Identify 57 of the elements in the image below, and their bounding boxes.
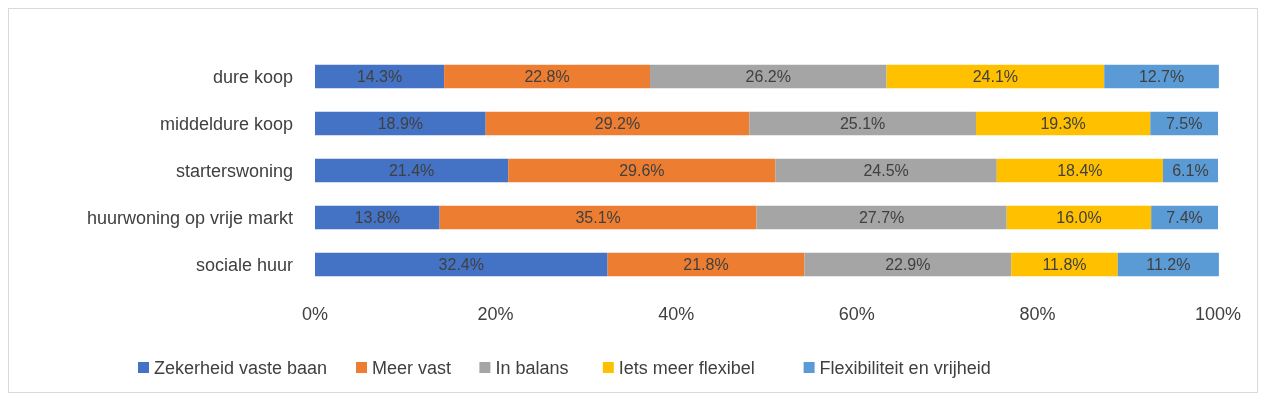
data-label: 24.1% — [972, 68, 1019, 86]
data-label: 14.3% — [356, 68, 403, 86]
data-label: 13.8% — [354, 209, 400, 227]
data-label: 21.8% — [683, 256, 729, 274]
data-label: 18.4% — [1057, 162, 1103, 180]
bar — [508, 158, 776, 183]
data-label: 7.4% — [1166, 209, 1203, 227]
data-label: 35.1% — [575, 209, 621, 227]
legend-label: Flexibiliteit en vrijheid — [819, 358, 991, 379]
bar — [804, 252, 1012, 277]
bar — [749, 111, 976, 136]
y-tick-label: dure koop — [212, 66, 293, 87]
data-label: 18.9% — [377, 115, 424, 133]
y-tick-label: starterswoning — [175, 160, 293, 181]
data-label: 24.5% — [863, 162, 909, 180]
legend-label: In balans — [495, 358, 569, 379]
bar — [444, 64, 651, 89]
data-label: 29.6% — [619, 162, 665, 180]
bar — [315, 158, 509, 183]
x-tick-label: 100% — [1194, 304, 1242, 324]
bar — [315, 252, 608, 277]
bar — [775, 158, 997, 183]
bar — [485, 111, 750, 136]
y-tick-label: huurwoning op vrije markt — [86, 207, 293, 228]
data-label: 32.4% — [438, 256, 484, 274]
bar — [976, 111, 1151, 136]
data-label: 22.8% — [524, 68, 570, 86]
bar — [996, 158, 1163, 183]
y-tick-label: sociale huur — [195, 254, 293, 275]
data-label: 7.5% — [1165, 115, 1203, 133]
bar — [756, 205, 1007, 230]
data-label: 12.7% — [1138, 68, 1185, 86]
bar — [886, 64, 1105, 89]
data-label: 16.0% — [1056, 209, 1102, 227]
legend-label: Meer vast — [372, 358, 452, 379]
x-tick-label: 0% — [301, 304, 329, 324]
data-label: 6.1% — [1172, 162, 1209, 180]
y-tick-label: middeldure koop — [159, 113, 293, 134]
bar — [650, 64, 887, 89]
x-tick-label: 40% — [658, 304, 695, 324]
bar — [607, 252, 805, 277]
x-tick-label: 80% — [1019, 304, 1056, 324]
legend-label: Zekerheid vaste baan — [154, 358, 328, 379]
bar — [439, 205, 757, 230]
data-label: 21.4% — [388, 162, 435, 180]
data-label: 26.2% — [745, 68, 791, 86]
x-tick-label: 60% — [838, 304, 875, 324]
data-label: 11.2% — [1146, 256, 1191, 274]
data-label: 27.7% — [858, 209, 905, 227]
x-tick-label: 20% — [477, 304, 514, 324]
data-label: 29.2% — [594, 115, 641, 133]
data-label: 25.1% — [839, 115, 886, 133]
legend-label: Iets meer flexibel — [618, 358, 755, 379]
data-label: 22.9% — [885, 256, 931, 274]
bar — [315, 111, 486, 136]
data-label: 19.3% — [1040, 115, 1086, 133]
data-label: 11.8% — [1042, 256, 1087, 274]
